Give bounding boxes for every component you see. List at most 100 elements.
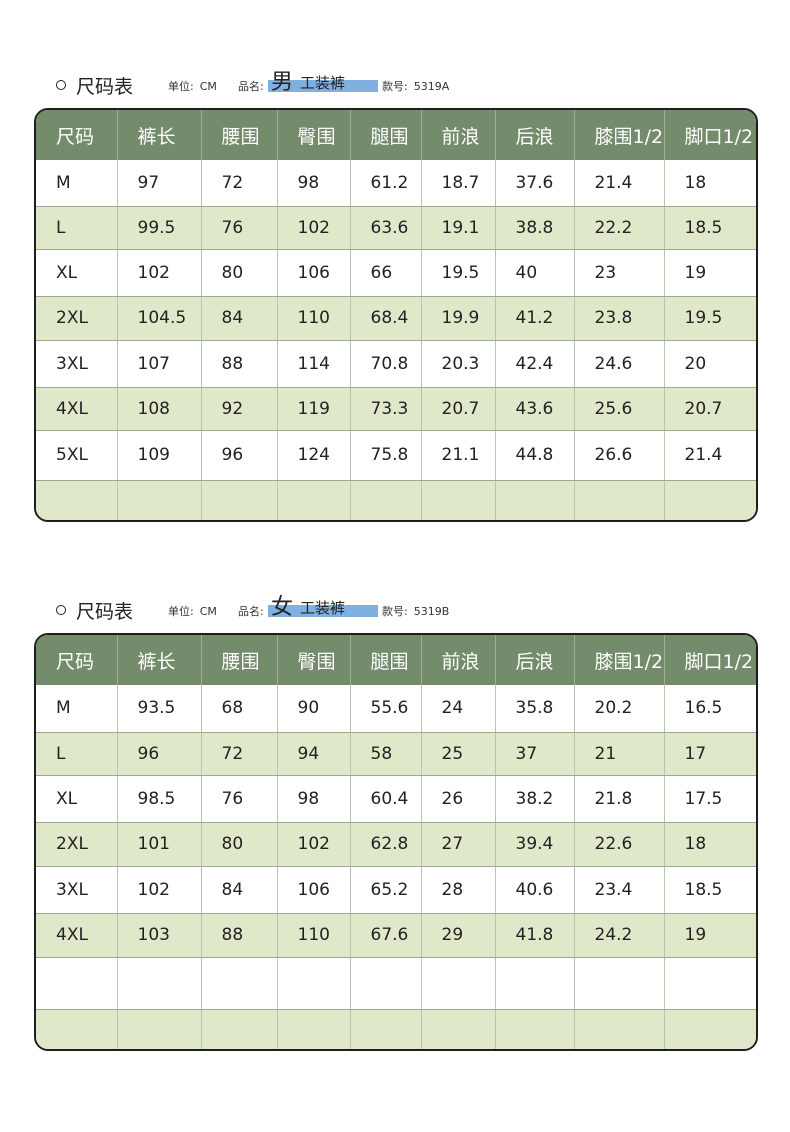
measurement-cell: 75.8 (350, 430, 422, 481)
table-row: 5XL 109 96 124 75.8 21.1 44.8 26.6 21.4 (36, 430, 756, 481)
unit-label: 单位: (168, 605, 194, 618)
column-header: 后浪 (495, 110, 575, 160)
measurement-cell: 24 (421, 685, 496, 733)
measurement-cell (117, 957, 202, 1010)
measurement-cell (201, 480, 278, 520)
measurement-cell: 98 (277, 775, 351, 823)
measurement-cell: 17.5 (664, 775, 756, 823)
column-header: 臀围 (277, 110, 351, 160)
column-header: 腿围 (350, 110, 422, 160)
measurement-cell: 19.5 (421, 249, 496, 297)
measurement-cell (574, 957, 665, 1010)
measurement-cell: 26 (421, 775, 496, 823)
measurement-cell: 119 (277, 387, 351, 431)
unit-value: CM (199, 80, 217, 93)
measurement-cell: 20 (664, 340, 756, 388)
measurement-cell: 102 (277, 206, 351, 250)
measurement-cell: 106 (277, 866, 351, 914)
measurement-cell: 22.2 (574, 206, 665, 250)
table-row (36, 480, 756, 520)
measurement-cell: 102 (117, 249, 202, 297)
measurement-cell: 27 (421, 822, 496, 867)
measurement-cell: 19 (664, 249, 756, 297)
column-header: 腰围 (201, 635, 278, 685)
column-header: 前浪 (421, 110, 496, 160)
measurement-cell: 25 (421, 732, 496, 776)
size-cell: M (36, 160, 118, 207)
table-body: M 97 72 98 61.2 18.7 37.6 21.4 18 L 99.5 76 102 63.6 1… (36, 160, 756, 520)
measurement-cell: 103 (117, 913, 202, 958)
size-cell: 3XL (36, 340, 118, 388)
table-row: M 93.5 68 90 55.6 24 35.8 20.2 16.5 (36, 685, 756, 733)
unit-label: 单位: (168, 80, 194, 93)
column-header: 后浪 (495, 635, 575, 685)
measurement-cell (664, 1009, 756, 1049)
product-gender: 男 (271, 70, 294, 95)
column-header: 尺码 (36, 110, 118, 160)
measurement-cell: 80 (201, 249, 278, 297)
measurement-cell: 76 (201, 775, 278, 823)
measurement-cell: 24.2 (574, 913, 665, 958)
measurement-cell: 41.8 (495, 913, 575, 958)
size-table-women: 尺码 裤长 腰围 臀围 腿围 前浪 后浪 膝围1/2 脚口1/2 M 93.5 68 90 55.6 24… (34, 633, 758, 1051)
measurement-cell: 25.6 (574, 387, 665, 431)
measurement-cell: 37.6 (495, 160, 575, 207)
circle-bullet-icon (56, 605, 66, 615)
unit-info: 单位: CM (168, 603, 217, 619)
measurement-cell: 72 (201, 160, 278, 207)
measurement-cell: 96 (201, 430, 278, 481)
table-row: 3XL 107 88 114 70.8 20.3 42.4 24.6 20 (36, 340, 756, 388)
measurement-cell: 88 (201, 913, 278, 958)
size-cell: 5XL (36, 430, 118, 481)
measurement-cell: 99.5 (117, 206, 202, 250)
measurement-cell (350, 480, 422, 520)
size-cell: XL (36, 775, 118, 823)
chart-header-men: 尺码表 单位: CM 品名: 男 工装裤 款号: 5319A (0, 70, 790, 100)
measurement-cell: 98.5 (117, 775, 202, 823)
table-row: 4XL 108 92 119 73.3 20.7 43.6 25.6 20.7 (36, 387, 756, 431)
measurement-cell: 41.2 (495, 296, 575, 341)
measurement-cell: 63.6 (350, 206, 422, 250)
measurement-cell: 40 (495, 249, 575, 297)
measurement-cell: 60.4 (350, 775, 422, 823)
measurement-cell: 73.3 (350, 387, 422, 431)
column-header: 臀围 (277, 635, 351, 685)
measurement-cell: 104.5 (117, 296, 202, 341)
size-cell: 4XL (36, 387, 118, 431)
chart-title: 尺码表 (76, 601, 134, 623)
measurement-cell (421, 1009, 496, 1049)
table-row: 3XL 102 84 106 65.2 28 40.6 23.4 18.5 (36, 866, 756, 914)
measurement-cell: 93.5 (117, 685, 202, 733)
measurement-cell: 84 (201, 296, 278, 341)
measurement-cell: 107 (117, 340, 202, 388)
table-row (36, 957, 756, 1010)
measurement-cell (201, 1009, 278, 1049)
column-header: 尺码 (36, 635, 118, 685)
size-cell: 2XL (36, 296, 118, 341)
measurement-cell: 101 (117, 822, 202, 867)
column-header: 腰围 (201, 110, 278, 160)
measurement-cell: 109 (117, 430, 202, 481)
table-row: L 96 72 94 58 25 37 21 17 (36, 732, 756, 776)
table-header-row: 尺码 裤长 腰围 臀围 腿围 前浪 后浪 膝围1/2 脚口1/2 (36, 110, 756, 160)
size-cell: 3XL (36, 866, 118, 914)
measurement-cell: 94 (277, 732, 351, 776)
measurement-cell: 65.2 (350, 866, 422, 914)
column-header: 脚口1/2 (664, 635, 756, 685)
measurement-cell (277, 1009, 351, 1049)
size-cell (36, 957, 118, 1010)
measurement-cell (664, 480, 756, 520)
measurement-cell: 68.4 (350, 296, 422, 341)
measurement-cell: 23.8 (574, 296, 665, 341)
measurement-cell: 26.6 (574, 430, 665, 481)
measurement-cell (495, 480, 575, 520)
measurement-cell: 102 (117, 866, 202, 914)
measurement-cell: 21.8 (574, 775, 665, 823)
measurement-cell: 18 (664, 160, 756, 207)
measurement-cell: 20.7 (664, 387, 756, 431)
measurement-cell: 20.3 (421, 340, 496, 388)
measurement-cell: 18.5 (664, 206, 756, 250)
measurement-cell: 35.8 (495, 685, 575, 733)
measurement-cell: 18.7 (421, 160, 496, 207)
measurement-cell: 21 (574, 732, 665, 776)
